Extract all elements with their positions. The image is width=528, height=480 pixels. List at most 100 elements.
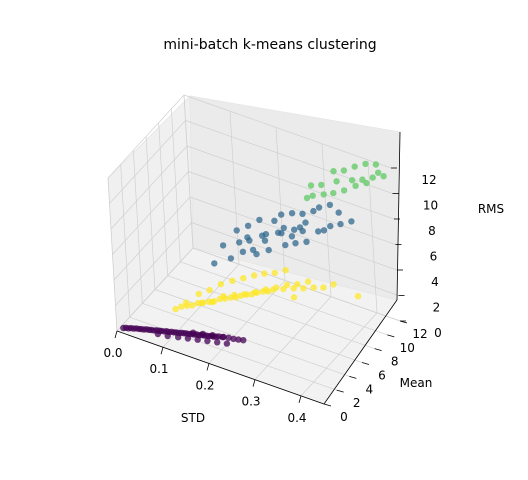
y-axis-label: Mean — [400, 376, 433, 390]
data-point — [362, 160, 369, 168]
data-point — [299, 227, 306, 235]
z-axis-line — [396, 131, 401, 301]
data-point — [326, 201, 334, 209]
data-point — [302, 219, 309, 226]
data-point — [330, 168, 337, 175]
data-point — [199, 330, 206, 338]
data-point — [175, 334, 182, 341]
x-tick-label: 0.2 — [195, 378, 214, 392]
z-tick-label: 2 — [433, 301, 441, 315]
data-point — [236, 239, 243, 246]
data-point — [290, 285, 297, 292]
data-point — [223, 340, 231, 347]
grid-line-z — [188, 171, 396, 245]
data-point — [310, 284, 317, 291]
data-point — [351, 163, 358, 170]
chart-title: mini-batch k-means clustering — [163, 37, 376, 53]
y-tick-mark — [374, 348, 382, 352]
data-point — [354, 293, 362, 300]
data-point — [183, 299, 190, 306]
data-point — [261, 270, 268, 277]
data-point — [189, 302, 196, 309]
data-point — [225, 334, 232, 341]
y-tick-mark — [336, 389, 344, 393]
x-tick-label: 0.3 — [241, 395, 260, 409]
data-point — [262, 231, 270, 238]
z-tick-label: 0 — [434, 326, 442, 340]
data-point — [271, 217, 278, 224]
z-tick-label: 4 — [431, 275, 439, 289]
grid-line-z — [110, 145, 188, 230]
z-axis-label: RMS — [478, 202, 504, 216]
y-tick-label: 2 — [353, 396, 361, 410]
data-point — [239, 248, 247, 255]
y-tick-label: 4 — [365, 382, 373, 396]
data-point — [292, 240, 299, 247]
x-tick-label: 0.4 — [287, 411, 306, 425]
data-point — [333, 178, 340, 185]
data-point — [372, 161, 380, 168]
z-tick-label: 6 — [430, 250, 438, 264]
data-point — [211, 260, 218, 267]
data-point — [282, 241, 289, 249]
data-point — [310, 207, 317, 215]
data-point — [290, 294, 298, 301]
grid-line-y — [167, 275, 375, 349]
data-point — [241, 291, 248, 298]
z-tick-label: 12 — [421, 173, 436, 187]
data-point — [251, 272, 258, 279]
data-point — [220, 293, 227, 300]
y-tick-mark — [387, 334, 395, 338]
grid-line-z — [191, 222, 399, 296]
data-point — [184, 335, 192, 342]
data-point — [233, 227, 240, 234]
data-point — [318, 181, 325, 189]
data-point — [375, 169, 382, 176]
x-tick-mark — [114, 330, 118, 339]
y-tick-label: 10 — [400, 341, 415, 355]
data-point — [265, 246, 272, 254]
grid-line-z — [109, 120, 186, 204]
data-point — [280, 224, 287, 232]
data-point — [154, 330, 162, 338]
data-point — [219, 333, 226, 341]
data-point — [348, 177, 356, 184]
data-point — [288, 233, 296, 240]
data-point — [303, 194, 311, 202]
data-point — [363, 179, 370, 187]
grid-line-z — [183, 94, 392, 169]
data-point — [214, 339, 221, 346]
data-point — [348, 218, 355, 225]
data-point — [304, 278, 312, 285]
x-tick-mark — [252, 379, 256, 387]
data-point — [380, 173, 387, 180]
grid-line-z — [189, 196, 398, 271]
grid-line-z — [113, 196, 191, 281]
data-point — [198, 299, 205, 306]
x-tick-label: 0.0 — [103, 346, 122, 360]
z-tick-label: 10 — [423, 199, 438, 213]
data-point — [283, 281, 291, 289]
y-tick-mark — [349, 375, 357, 379]
data-point — [282, 267, 289, 274]
y-tick-mark — [361, 362, 370, 365]
x-tick-mark — [206, 363, 210, 371]
data-point — [204, 337, 211, 345]
data-point — [261, 237, 269, 244]
data-point — [231, 291, 238, 299]
x-axis-label: STD — [181, 411, 205, 425]
data-point — [303, 238, 310, 245]
data-point — [189, 329, 197, 336]
data-point — [229, 277, 236, 284]
data-point — [272, 284, 280, 291]
data-point — [195, 290, 202, 298]
x-tick-label: 0.1 — [149, 362, 168, 376]
grid-line-z — [185, 120, 393, 194]
data-point — [300, 285, 307, 292]
data-point — [307, 182, 315, 189]
data-point — [244, 222, 252, 229]
data-point — [337, 220, 344, 228]
data-point — [369, 174, 376, 181]
y-axis-line — [323, 299, 398, 405]
